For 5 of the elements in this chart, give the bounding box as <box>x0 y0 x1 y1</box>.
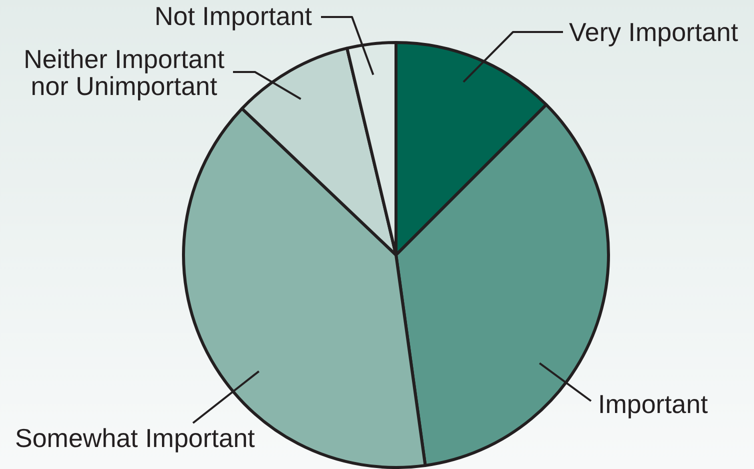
slice-label: Neither Important nor Unimportant <box>24 44 226 101</box>
slice-label: Important <box>598 389 709 419</box>
slice-label: Somewhat Important <box>15 423 256 453</box>
slice-label: Very Important <box>569 17 739 47</box>
slice-label: Not Important <box>154 1 313 31</box>
